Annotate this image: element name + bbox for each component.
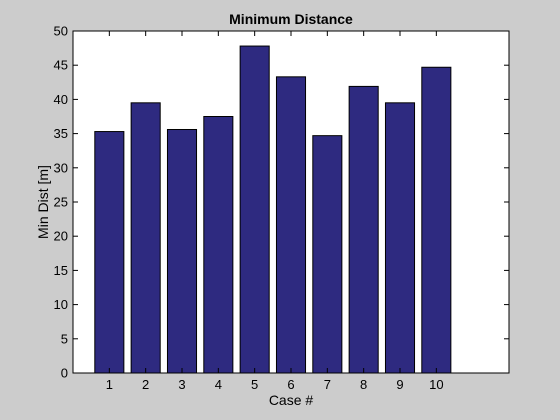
bar-case-9 <box>384 102 416 374</box>
bar-case-5 <box>239 45 270 374</box>
y-tick-label: 50 <box>54 24 68 39</box>
bars <box>94 45 452 374</box>
bar-case-3 <box>166 128 198 374</box>
y-tick-label: 20 <box>54 229 68 244</box>
y-tick-label: 5 <box>61 331 68 346</box>
y-tick-label: 35 <box>54 126 68 141</box>
y-axis-label: Min Dist [m] <box>35 165 51 239</box>
x-tick-label: 3 <box>178 377 185 392</box>
x-tick-label: 9 <box>396 377 403 392</box>
bar-case-1 <box>94 131 125 374</box>
bar-case-2 <box>130 102 161 374</box>
bar-case-8 <box>348 85 379 374</box>
bar-case-7 <box>312 135 343 374</box>
bar-case-4 <box>203 116 234 374</box>
bar-case-6 <box>275 76 307 374</box>
x-axis-ticks: 1 2 3 4 5 6 7 8 9 10 <box>106 31 444 392</box>
y-tick-label: 10 <box>54 297 68 312</box>
x-tick-label: 2 <box>142 377 149 392</box>
y-tick-label: 25 <box>54 195 68 210</box>
x-tick-label: 8 <box>360 377 367 392</box>
bar-case-10 <box>421 66 452 374</box>
x-tick-label: 6 <box>287 377 294 392</box>
x-axis-label: Case # <box>269 392 314 408</box>
x-tick-label: 5 <box>251 377 258 392</box>
x-tick-label: 1 <box>106 377 113 392</box>
x-tick-label: 10 <box>429 377 443 392</box>
x-tick-label: 7 <box>324 377 331 392</box>
y-axis-ticks: 0 5 10 15 20 25 30 35 40 45 50 <box>54 24 509 381</box>
y-tick-label: 30 <box>54 160 68 175</box>
chart-title: Minimum Distance <box>229 11 353 27</box>
y-tick-label: 15 <box>54 263 68 278</box>
y-tick-label: 40 <box>54 92 68 107</box>
y-tick-label: 45 <box>54 58 68 73</box>
x-tick-label: 4 <box>215 377 222 392</box>
y-tick-label: 0 <box>61 366 68 381</box>
